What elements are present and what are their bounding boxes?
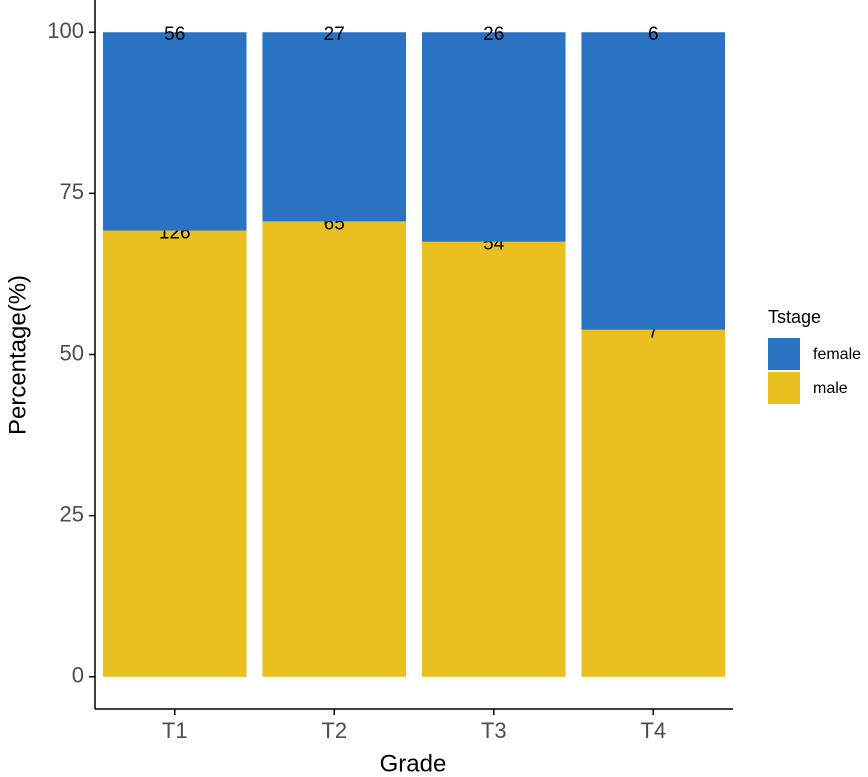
bar-segment	[102, 230, 247, 677]
bar-segment	[581, 32, 726, 330]
y-axis-title: Percentage(%)	[4, 275, 31, 435]
legend-key	[768, 338, 800, 370]
x-tick-label: T1	[162, 718, 188, 743]
bar-segment	[102, 32, 247, 231]
data-label: 6	[648, 24, 659, 45]
y-tick-label: 75	[60, 179, 84, 204]
data-label: 27	[324, 24, 345, 45]
data-label: 26	[483, 24, 504, 45]
data-label: 7	[648, 322, 659, 343]
y-tick-label: 50	[60, 340, 84, 365]
legend-title: Tstage	[768, 307, 821, 327]
x-tick-label: T2	[321, 718, 347, 743]
legend-key	[768, 372, 800, 404]
x-tick-label: T4	[640, 718, 666, 743]
bar-segment	[262, 32, 407, 222]
bar-segment	[421, 32, 566, 242]
bar-segment	[581, 329, 726, 677]
x-axis-title: Grade	[380, 750, 447, 777]
y-tick-label: 0	[72, 663, 84, 688]
y-tick-label: 100	[47, 18, 84, 43]
y-tick-label: 25	[60, 501, 84, 526]
bar-segment	[421, 241, 566, 677]
x-tick-label: T3	[481, 718, 507, 743]
legend-label: male	[813, 380, 848, 397]
bar-segment	[262, 221, 407, 677]
legend-label: female	[813, 346, 861, 363]
data-label: 56	[164, 24, 185, 45]
